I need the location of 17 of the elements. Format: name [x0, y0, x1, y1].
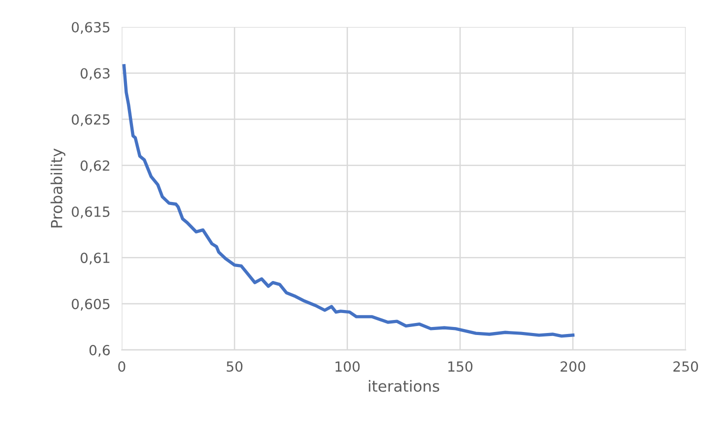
x-tick-label: 200 [560, 361, 586, 372]
x-tick-label: 250 [673, 361, 698, 372]
y-tick-label: 0,625 [72, 114, 110, 126]
y-tick-label: 0,6 [89, 344, 110, 357]
x-tick-label: 50 [226, 361, 242, 372]
x-tick-label: 0 [118, 361, 126, 372]
y-tick-label: 0,61 [80, 252, 110, 265]
y-axis-title: Probability [50, 148, 66, 228]
y-tick-label: 0,635 [72, 22, 110, 34]
line-series [122, 64, 574, 338]
y-tick-label: 0,62 [80, 160, 110, 172]
y-tick-label: 0,615 [72, 206, 110, 218]
y-tick-label: 0,605 [72, 298, 110, 311]
x-tick-label: 100 [336, 361, 360, 372]
x-tick-label: 150 [448, 361, 472, 372]
x-axis-title: iterations [368, 380, 440, 392]
y-tick-label: 0,63 [80, 68, 110, 80]
